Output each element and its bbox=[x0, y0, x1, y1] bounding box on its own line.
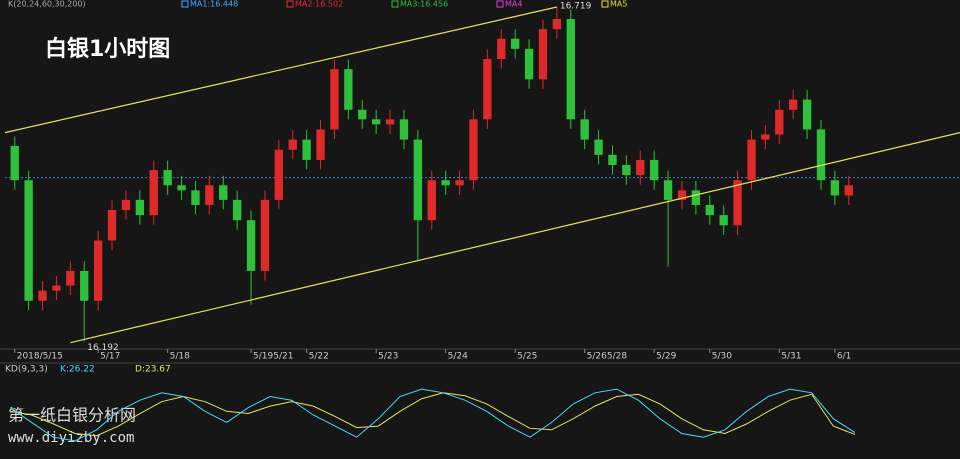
candle-body bbox=[38, 290, 47, 301]
candle-body bbox=[830, 180, 840, 196]
candle-body bbox=[789, 99, 798, 110]
candle-body bbox=[761, 134, 770, 140]
annotation: 16.192 bbox=[87, 343, 119, 353]
x-tick-label: 5/30 bbox=[712, 352, 732, 362]
candle-body bbox=[205, 185, 214, 205]
x-tick-label: 5/31 bbox=[781, 352, 801, 362]
candle-body bbox=[232, 199, 242, 221]
candle-body bbox=[66, 270, 75, 286]
kd-d-label: D:23.67 bbox=[135, 365, 171, 375]
candle-body bbox=[691, 190, 701, 205]
candle-body bbox=[385, 119, 395, 125]
watermark: 第一纸白银分析网 bbox=[8, 406, 136, 425]
x-tick-label: 5/17 bbox=[100, 352, 120, 362]
x-tick-label: 6/1 bbox=[837, 352, 851, 362]
kd-line bbox=[9, 388, 856, 442]
legend-swatch bbox=[181, 0, 189, 8]
candle-body bbox=[246, 220, 256, 271]
candle-body bbox=[580, 119, 589, 140]
legend-entry: MA4 bbox=[505, 0, 522, 9]
kd-line bbox=[9, 392, 856, 437]
candle-body bbox=[288, 139, 297, 150]
candle-body bbox=[191, 190, 200, 205]
candle-body bbox=[650, 159, 659, 181]
candle-body bbox=[552, 19, 562, 30]
candle-body bbox=[135, 199, 145, 216]
chart-title: 白银1小时图 bbox=[45, 36, 170, 62]
candle-body bbox=[747, 139, 756, 181]
candle-body bbox=[719, 215, 728, 226]
candle-body bbox=[177, 185, 186, 191]
candle-body bbox=[344, 69, 353, 110]
candle-body bbox=[524, 48, 534, 80]
candle-body bbox=[149, 170, 158, 216]
candle-body bbox=[302, 139, 311, 160]
candle-body bbox=[497, 38, 506, 60]
x-tick-label: 5/265/28 bbox=[587, 352, 628, 362]
candle-body bbox=[93, 240, 103, 301]
annotation: 16.719 bbox=[560, 1, 592, 11]
trendline bbox=[4, 6, 558, 134]
candle-body bbox=[107, 210, 117, 241]
candle-body bbox=[80, 270, 89, 301]
x-tick-label: 2018/5/15 bbox=[17, 352, 63, 362]
watermark: www.diyizby.com bbox=[8, 430, 134, 446]
candle-body bbox=[608, 154, 617, 165]
candle-body bbox=[52, 285, 61, 291]
candle-body bbox=[802, 99, 812, 130]
legend-entry: MA2:16.502 bbox=[295, 0, 343, 9]
legend-swatch bbox=[496, 0, 504, 8]
kd-k-label: K:26.22 bbox=[60, 365, 95, 375]
legend-swatch bbox=[286, 0, 294, 8]
candle-body bbox=[566, 19, 575, 120]
candle-body bbox=[441, 180, 450, 186]
candle-body bbox=[594, 139, 603, 155]
legend-swatch bbox=[601, 0, 609, 8]
candle-body bbox=[24, 180, 33, 301]
x-tick-label: 5/24 bbox=[448, 352, 468, 362]
x-tick-label: 5/29 bbox=[656, 352, 676, 362]
candle-body bbox=[483, 59, 492, 120]
indicator-label: K(20,24,60,30,200) bbox=[8, 0, 86, 9]
candle-body bbox=[219, 185, 228, 200]
x-tick-label: 5/23 bbox=[378, 352, 398, 362]
candle-body bbox=[538, 29, 548, 80]
x-tick-label: 5/25 bbox=[517, 352, 537, 362]
legend-entry: MA3:16.456 bbox=[400, 0, 448, 9]
kd-label: KD(9,3,3) bbox=[5, 365, 48, 375]
candle-body bbox=[622, 164, 631, 176]
candle-body bbox=[399, 119, 409, 140]
trendline bbox=[70, 132, 960, 344]
candle-body bbox=[510, 38, 520, 49]
candle-body bbox=[636, 159, 645, 176]
x-tick-label: 5/22 bbox=[309, 352, 329, 362]
candle-body bbox=[274, 149, 284, 200]
candle-body bbox=[316, 129, 325, 160]
legend-swatch bbox=[391, 0, 399, 8]
candle-body bbox=[705, 204, 714, 216]
x-tick-label: 5/195/21 bbox=[253, 352, 293, 362]
candle-body bbox=[663, 180, 673, 200]
candle-body bbox=[775, 109, 784, 135]
x-tick-label: 5/18 bbox=[170, 352, 190, 362]
legend-entry: MA5 bbox=[610, 0, 627, 9]
candle-body bbox=[330, 69, 339, 130]
candle-body bbox=[844, 185, 853, 196]
candle-body bbox=[427, 180, 436, 221]
candle-body bbox=[469, 119, 478, 181]
candle-body bbox=[455, 180, 464, 186]
candle-body bbox=[10, 145, 19, 181]
candle-body bbox=[816, 129, 826, 181]
candle-body bbox=[733, 180, 742, 226]
candle-body bbox=[358, 109, 367, 120]
candle-body bbox=[260, 199, 270, 271]
candle-body bbox=[121, 199, 131, 211]
candle-body bbox=[413, 139, 423, 221]
candle-body bbox=[371, 119, 381, 125]
candle-body bbox=[677, 190, 687, 200]
candle-body bbox=[163, 170, 172, 186]
legend-entry: MA1:16.448 bbox=[190, 0, 238, 9]
